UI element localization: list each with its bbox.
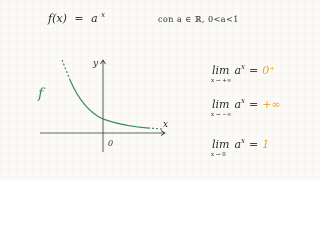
lim-operator: lim [212, 138, 229, 151]
lim-operator: lim [212, 64, 229, 77]
equals: = [74, 12, 83, 25]
limit-expression: lim ax = 1 [212, 137, 269, 151]
x-arrow [160, 130, 166, 136]
origin-label: 0 [108, 139, 113, 148]
x-label: x [163, 120, 168, 130]
result: 1 [262, 138, 269, 151]
exponent: x [241, 97, 245, 105]
limits: lim ax = 0⁺x → +∞lim ax = +∞x → −∞lim ax = 1x → 0 [211, 63, 281, 158]
equals: = [249, 64, 258, 77]
approach: x → −∞ [211, 112, 231, 118]
approach: x → 0 [211, 152, 226, 158]
y-arrow [100, 59, 106, 65]
graph: f y x 0 [37, 59, 168, 152]
grid-paper [0, 0, 320, 180]
formula: f(x) = a x [47, 11, 105, 25]
exponent: x [101, 11, 105, 19]
base: a [234, 98, 241, 111]
exponent: x [241, 63, 245, 71]
function: f(x) [47, 12, 67, 25]
condition: con a ∈ ℝ, 0<a<1 [158, 15, 239, 24]
result: 0⁺ [262, 64, 275, 77]
lim-operator: lim [212, 98, 229, 111]
y-label: y [92, 59, 99, 69]
base: a [234, 64, 241, 77]
curve-label: f [37, 86, 46, 102]
curve [69, 79, 149, 129]
slide: f(x) = a x con a ∈ ℝ, 0<a<1 f y x 0 lim a… [0, 0, 320, 180]
equals: = [249, 138, 258, 151]
result: +∞ [262, 98, 280, 111]
curve-dashed-left [61, 59, 71, 81]
equals: = [249, 98, 258, 111]
exponent: x [241, 137, 245, 145]
limit-expression: lim ax = 0⁺ [212, 63, 275, 77]
base: a [234, 138, 241, 151]
approach: x → +∞ [211, 78, 231, 84]
limit-expression: lim ax = +∞ [212, 97, 281, 111]
base: a [91, 12, 98, 25]
